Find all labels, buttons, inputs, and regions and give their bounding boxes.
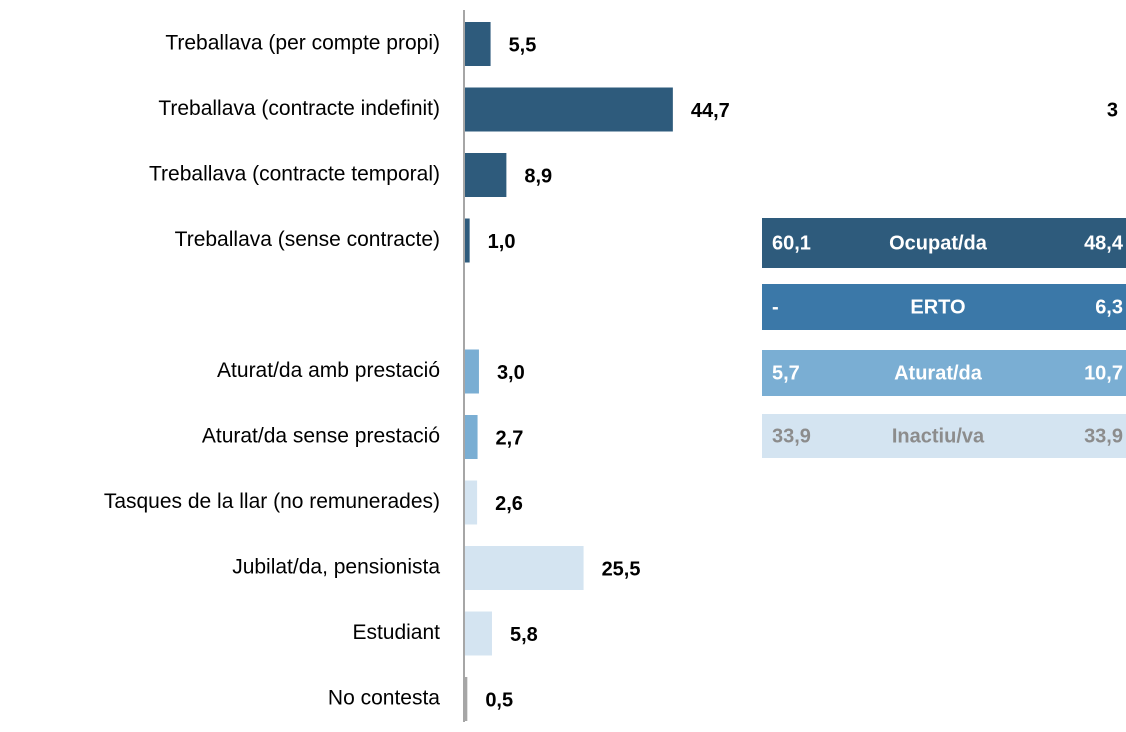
table-row [762, 414, 1126, 458]
bar [465, 87, 673, 132]
table-cell: 48,4 [1084, 232, 1124, 254]
table-cell: 33,9 [772, 425, 811, 447]
value-label: 25,5 [602, 558, 641, 580]
bar [465, 349, 479, 394]
value-label: 44,7 [691, 100, 730, 122]
value-label: 5,5 [509, 34, 537, 56]
bar [465, 218, 470, 263]
table-cell: ERTO [910, 296, 965, 318]
table-cell: Inactiu/va [892, 425, 985, 447]
category-label: Jubilat/da, pensionista [232, 556, 440, 579]
value-label: 5,8 [510, 624, 538, 646]
value-label: 2,6 [495, 493, 523, 515]
value-label: 1,0 [488, 231, 516, 253]
table-cell: Aturat/da [894, 362, 983, 384]
category-label: Aturat/da amb prestació [217, 359, 440, 382]
table-cell: 60,1 [772, 232, 811, 254]
table-cell: 6,3 [1095, 296, 1123, 318]
value-label: 8,9 [524, 165, 552, 187]
category-label: No contesta [328, 687, 440, 710]
table-cell: 10,7 [1084, 362, 1123, 384]
table-row [762, 218, 1126, 268]
table-cell: Ocupat/da [889, 232, 988, 254]
bar [465, 22, 491, 66]
bar [465, 546, 584, 590]
category-label: Aturat/da sense prestació [202, 425, 440, 448]
bar [465, 153, 507, 197]
value-label: 2,7 [496, 427, 524, 449]
category-label: Estudiant [352, 621, 440, 644]
table-cell: 5,7 [772, 362, 800, 384]
table-row [762, 284, 1126, 330]
table-row [762, 350, 1126, 396]
category-label: Tasques de la llar (no remunerades) [104, 490, 440, 513]
category-label: Treballava (sense contracte) [175, 228, 440, 251]
value-label: 0,5 [485, 689, 513, 711]
table-cell: - [772, 296, 779, 318]
bar [465, 415, 478, 459]
table-cell: 33,9 [1084, 425, 1123, 447]
category-label: Treballava (contracte indefinit) [158, 97, 440, 120]
bar [465, 677, 468, 721]
annotation: 3 [1107, 99, 1118, 121]
bar [465, 611, 492, 656]
category-label: Treballava (per compte propi) [165, 32, 440, 55]
bar [465, 480, 478, 525]
value-label: 3,0 [497, 362, 525, 384]
category-label: Treballava (contracte temporal) [149, 163, 440, 186]
